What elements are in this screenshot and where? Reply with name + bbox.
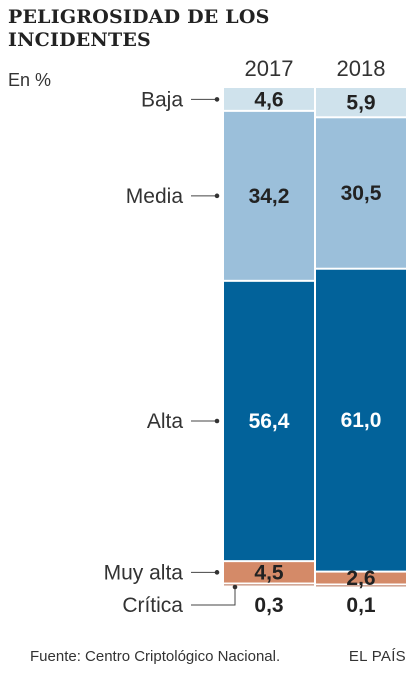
category-label-cr-tica: Crítica (122, 594, 183, 617)
leader-dot-cr-tica (233, 585, 238, 590)
category-label-muy-alta: Muy alta (104, 561, 184, 584)
value-label-media-2018: 30,5 (341, 182, 382, 205)
leader-line-cr-tica (191, 587, 235, 605)
value-label-baja-2017: 4,6 (254, 88, 283, 111)
category-label-alta: Alta (147, 410, 184, 433)
leader-dot-alta (215, 419, 220, 424)
category-label-media: Media (126, 185, 184, 208)
value-label-cr-tica-2018: 0,1 (346, 594, 376, 617)
bar-segment-cr-tica-2017 (224, 585, 314, 586)
value-label-alta-2018: 61,0 (341, 409, 382, 432)
publisher-brand: EL PAÍS (349, 648, 406, 665)
value-label-media-2017: 34,2 (249, 185, 290, 208)
leader-dot-media (215, 194, 220, 199)
value-label-muy-alta-2017: 4,5 (254, 561, 284, 584)
value-label-cr-tica-2017: 0,3 (254, 594, 283, 617)
leader-dot-baja (215, 97, 220, 102)
source-note: Fuente: Centro Criptológico Nacional. (30, 648, 280, 665)
value-label-alta-2017: 56,4 (249, 410, 290, 433)
leader-dot-muy-alta (215, 570, 220, 575)
year-label-2017: 2017 (245, 56, 294, 81)
category-label-baja: Baja (141, 88, 183, 111)
value-label-muy-alta-2018: 2,6 (346, 567, 375, 590)
year-label-2018: 2018 (337, 56, 386, 81)
value-label-baja-2018: 5,9 (346, 92, 375, 115)
